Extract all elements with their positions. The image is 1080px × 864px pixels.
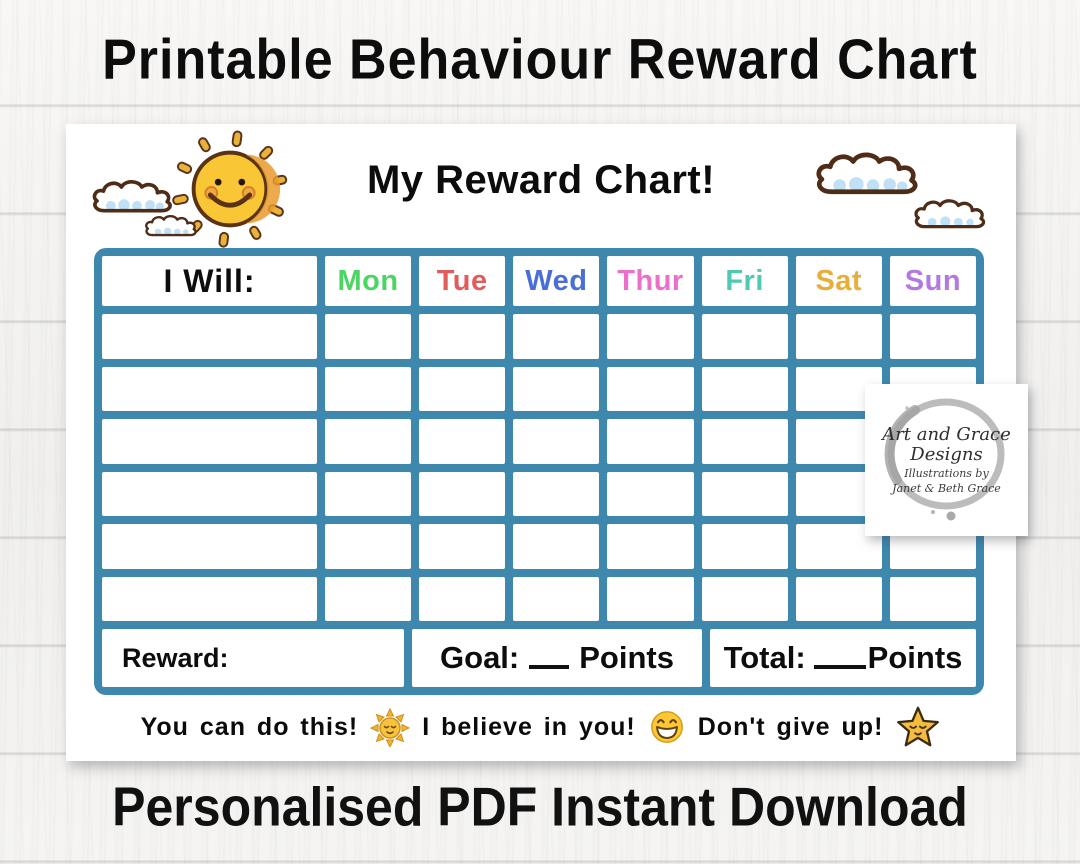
reward-table: I Will: Mon Tue Wed Thur Fri Sat Sun Reward: G… bbox=[94, 248, 984, 695]
encouragement-row: You can do this! I believe in you! bbox=[66, 704, 1016, 750]
watermark-card: Art and Grace Designs Illustrations by J… bbox=[865, 384, 1028, 536]
day-cell bbox=[513, 314, 600, 359]
day-cell bbox=[795, 314, 882, 359]
goal-cell: Goal: Points bbox=[412, 629, 702, 687]
total-label: Total: bbox=[723, 640, 806, 675]
day-cell bbox=[419, 314, 506, 359]
day-cell bbox=[701, 471, 788, 516]
goal-points-label: Points bbox=[579, 640, 674, 675]
watermark-line3: Illustrations by bbox=[904, 467, 989, 481]
table-footer-row: Reward: Goal: Points Total: Points bbox=[102, 629, 976, 687]
day-cell bbox=[513, 524, 600, 569]
encouragement-text-2: I believe in you! bbox=[422, 712, 636, 741]
day-cell bbox=[325, 524, 412, 569]
total-points-label: Points bbox=[867, 640, 963, 675]
day-cell bbox=[325, 419, 412, 464]
chart-title: My Reward Chart! bbox=[366, 158, 716, 202]
day-cell bbox=[419, 471, 506, 516]
day-cell bbox=[607, 366, 694, 411]
task-cell bbox=[102, 471, 317, 516]
day-header-sat: Sat bbox=[795, 256, 882, 306]
day-cell bbox=[607, 314, 694, 359]
cloud-icon bbox=[145, 215, 197, 237]
watermark-line2: Designs bbox=[910, 444, 983, 466]
day-cell bbox=[325, 314, 412, 359]
goal-label: Goal: bbox=[440, 640, 520, 675]
star-emoji-icon bbox=[897, 706, 940, 747]
cloud-icon bbox=[914, 199, 986, 229]
day-header-fri: Fri bbox=[701, 256, 788, 306]
cloud-icon bbox=[816, 152, 918, 195]
task-cell bbox=[102, 419, 317, 464]
table-row bbox=[102, 471, 976, 516]
day-cell bbox=[419, 366, 506, 411]
day-cell bbox=[513, 366, 600, 411]
day-cell bbox=[325, 576, 412, 621]
encouragement-text-3: Don't give up! bbox=[697, 712, 884, 741]
watermark-line4: Janet & Beth Grace bbox=[892, 481, 1001, 495]
total-cell: Total: Points bbox=[710, 629, 976, 687]
task-cell bbox=[102, 314, 317, 359]
day-cell bbox=[607, 419, 694, 464]
reward-label: Reward: bbox=[122, 642, 229, 673]
sun-emoji-icon bbox=[370, 707, 411, 747]
watermark-text: Art and Grace Designs Illustrations by J… bbox=[882, 423, 1011, 496]
day-cell bbox=[607, 471, 694, 516]
goal-blank-line bbox=[529, 647, 570, 669]
bottom-title: Personalised PDF Instant Download bbox=[112, 776, 968, 838]
cloud-icon bbox=[92, 179, 172, 213]
sun-icon bbox=[172, 130, 288, 248]
day-cell bbox=[795, 576, 882, 621]
table-row bbox=[102, 576, 976, 621]
day-cell bbox=[889, 314, 976, 359]
table-row bbox=[102, 366, 976, 411]
day-header-mon: Mon bbox=[325, 256, 412, 306]
page-title: Printable Behaviour Reward Chart bbox=[102, 28, 978, 92]
task-cell bbox=[102, 366, 317, 411]
encouragement-text-1: You can do this! bbox=[140, 712, 359, 741]
day-cell bbox=[419, 576, 506, 621]
total-blank-line bbox=[813, 647, 866, 669]
brush-ring-icon bbox=[884, 398, 1005, 521]
day-cell bbox=[701, 524, 788, 569]
reward-cell: Reward: bbox=[102, 629, 404, 687]
table-row bbox=[102, 524, 976, 569]
day-cell bbox=[701, 366, 788, 411]
table-row bbox=[102, 419, 976, 464]
day-header-tue: Tue bbox=[419, 256, 506, 306]
day-header-thur: Thur bbox=[607, 256, 694, 306]
day-cell bbox=[513, 471, 600, 516]
day-cell bbox=[419, 524, 506, 569]
day-cell bbox=[701, 314, 788, 359]
day-cell bbox=[607, 576, 694, 621]
task-cell bbox=[102, 524, 317, 569]
day-header-sun: Sun bbox=[889, 256, 976, 306]
table-body bbox=[102, 314, 976, 621]
task-cell bbox=[102, 576, 317, 621]
day-cell bbox=[513, 576, 600, 621]
day-cell bbox=[325, 366, 412, 411]
day-cell bbox=[701, 419, 788, 464]
day-cell bbox=[419, 419, 506, 464]
day-cell bbox=[513, 419, 600, 464]
task-column-header: I Will: bbox=[102, 256, 317, 306]
day-cell bbox=[325, 471, 412, 516]
day-cell bbox=[607, 524, 694, 569]
grinning-face-emoji-icon bbox=[650, 711, 683, 743]
table-header-row: I Will: Mon Tue Wed Thur Fri Sat Sun bbox=[102, 256, 976, 306]
watermark-line1: Art and Grace bbox=[882, 423, 1011, 445]
reward-chart-card: My Reward Chart! I Will: Mon Tue Wed Thur Fr… bbox=[66, 124, 1016, 761]
day-cell bbox=[889, 576, 976, 621]
day-header-wed: Wed bbox=[513, 256, 600, 306]
table-row bbox=[102, 314, 976, 359]
day-cell bbox=[701, 576, 788, 621]
